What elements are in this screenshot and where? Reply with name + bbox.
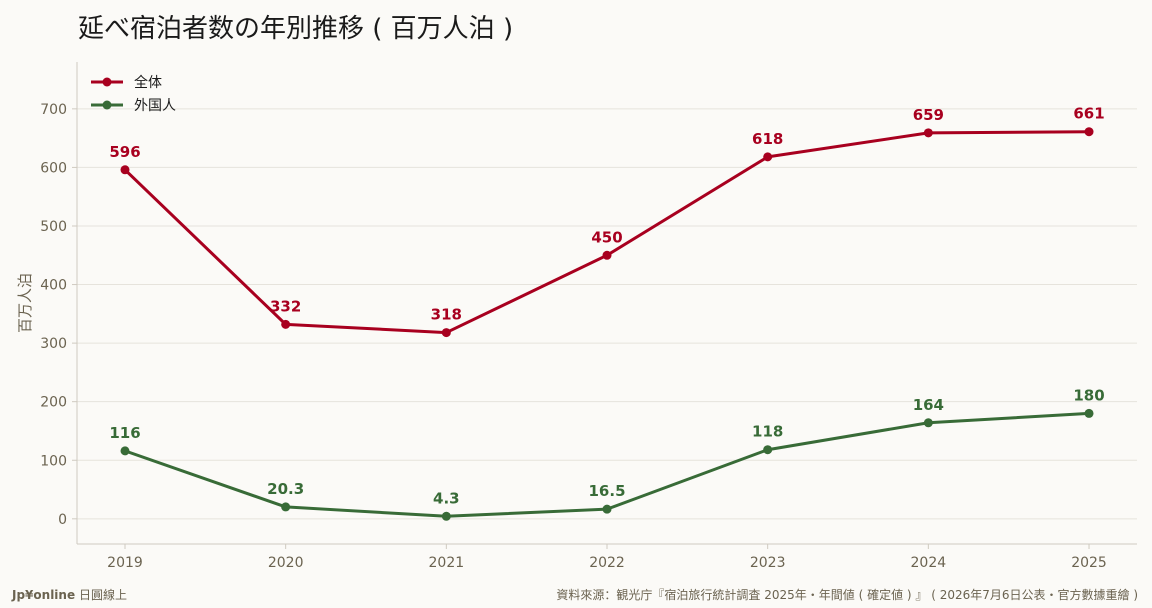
- axes: 0 100 200 300 400 500 600 700 2019 2020 2021 2022 20…: [16, 62, 1137, 571]
- legend-label-1: 外国人: [134, 98, 176, 114]
- x-tick-label-2019: 2019: [107, 555, 143, 571]
- data-point-0-2021: [441, 328, 451, 338]
- data-point-1-2019: [120, 446, 130, 456]
- line-chart: 0 100 200 300 400 500 600 700 2019 2020 2021 2022 20…: [16, 62, 1137, 571]
- legend-label-0: 全体: [134, 74, 162, 91]
- data-label-1-2021: 4.3: [433, 489, 460, 507]
- chart-title: 延べ宿泊者数の年別推移 ( 百万人泊 ): [78, 14, 514, 44]
- data-label-0-2024: 659: [913, 106, 944, 124]
- data-label-1-2022: 16.5: [589, 482, 626, 500]
- grid-lines: [77, 108, 1137, 520]
- legend-marker-0: [102, 77, 112, 87]
- data-point-1-2021: [441, 511, 451, 521]
- data-label-1-2019: 116: [109, 424, 140, 442]
- data-point-0-2020: [281, 319, 291, 329]
- y-tick-label-600: 600: [40, 160, 67, 176]
- data-label-1-2025: 180: [1073, 386, 1104, 404]
- series-line-1: [124, 411, 1090, 518]
- data-label-1-2023: 118: [752, 423, 783, 441]
- data-label-1-2020: 20.3: [267, 480, 304, 498]
- data-point-0-2019: [120, 165, 130, 175]
- y-tick-label-0: 0: [58, 512, 67, 528]
- brand-subtitle: 日圓線上: [78, 588, 127, 602]
- brand-name: Jp¥online: [12, 588, 76, 602]
- y-tick-label-700: 700: [40, 102, 67, 118]
- x-tick-label-2021: 2021: [429, 555, 465, 571]
- data-label-0-2020: 332: [270, 297, 301, 315]
- data-point-1-2025: [1084, 408, 1094, 418]
- y-tick-label-100: 100: [40, 453, 67, 469]
- y-tick-label-300: 300: [40, 336, 67, 352]
- legend-marker-1: [102, 100, 112, 110]
- data-point-0-2024: [923, 128, 933, 138]
- series: 596 332 318 450 618 659 661 116 20.3 4.3 16.5 118 16…: [109, 105, 1105, 521]
- y-tick-label-500: 500: [40, 219, 67, 235]
- x-tick-label-2020: 2020: [268, 555, 304, 571]
- x-tick-label-2024: 2024: [911, 555, 947, 571]
- x-tick-label-2025: 2025: [1071, 555, 1107, 571]
- data-label-1-2024: 164: [913, 396, 944, 414]
- data-point-0-2023: [763, 152, 773, 162]
- data-label-0-2023: 618: [752, 130, 783, 148]
- footer-source: 資料來源：観光庁『宿泊旅行統計調査 2025年・年間値 ( 確定値 ) 』 ( …: [556, 588, 1138, 602]
- data-label-0-2025: 661: [1073, 105, 1104, 123]
- x-tick-label-2022: 2022: [589, 555, 625, 571]
- footer-brand: Jp¥online 日圓線上: [12, 586, 127, 603]
- y-axis-label: 百万人泊: [16, 273, 34, 333]
- data-point-1-2022: [602, 504, 612, 514]
- data-label-0-2022: 450: [591, 228, 622, 246]
- y-tick-label-400: 400: [40, 278, 67, 294]
- x-tick-label-2023: 2023: [750, 555, 786, 571]
- data-point-1-2023: [763, 445, 773, 455]
- data-label-0-2019: 596: [109, 143, 140, 161]
- data-point-1-2024: [923, 418, 933, 428]
- data-point-1-2020: [281, 502, 291, 512]
- data-label-0-2021: 318: [431, 306, 462, 324]
- y-tick-label-200: 200: [40, 395, 67, 411]
- data-point-0-2022: [602, 250, 612, 260]
- data-point-0-2025: [1084, 127, 1094, 137]
